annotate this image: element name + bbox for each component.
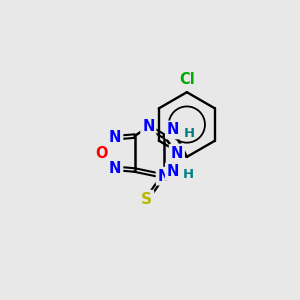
Text: H: H xyxy=(183,168,194,181)
Text: N: N xyxy=(167,122,179,137)
Text: N: N xyxy=(158,169,170,184)
Text: O: O xyxy=(95,146,108,160)
Text: N: N xyxy=(142,119,154,134)
Text: N: N xyxy=(109,161,122,176)
Text: N: N xyxy=(109,130,122,145)
Text: N: N xyxy=(167,164,179,179)
Text: Cl: Cl xyxy=(179,72,195,87)
Text: S: S xyxy=(141,192,152,207)
Text: H: H xyxy=(184,127,195,140)
Text: N: N xyxy=(171,146,183,160)
